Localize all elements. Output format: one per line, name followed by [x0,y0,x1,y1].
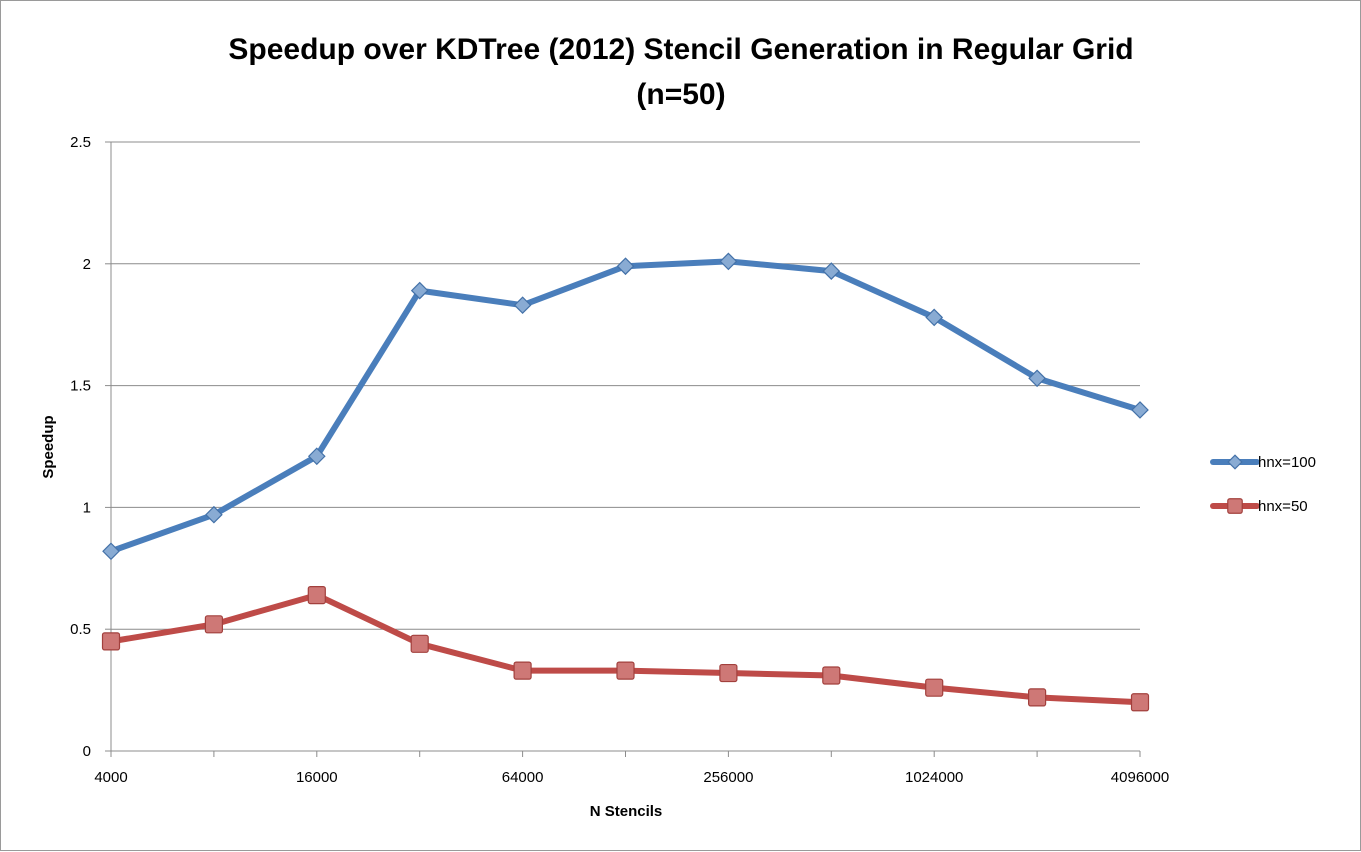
legend-item: hnx=100 [1210,454,1316,471]
y-tick-labels: 0 0.5 1 1.5 2 2.5 [70,134,91,760]
data-point [410,634,429,653]
data-point [719,663,738,683]
x-tick-label: 1024000 [905,769,963,786]
data-point [616,661,635,680]
gridlines [111,141,1140,630]
series-line [108,592,1143,706]
legend-label: hnx=50 [1258,498,1308,515]
legend-swatch-marker [1227,454,1243,470]
y-tick-label: 1.5 [70,378,91,395]
chart-title-line-2: (n=50) [636,78,725,111]
data-series [101,252,1150,712]
y-tick-label: 2.5 [70,134,91,151]
data-point [513,661,532,680]
data-point [1028,369,1046,388]
data-point [513,296,532,315]
data-point [102,542,120,561]
legend-swatch-marker [1227,498,1243,514]
data-point [822,262,841,280]
series-hnx=50 [101,585,1150,712]
data-point [101,632,121,651]
series-hnx=100 [102,252,1149,561]
x-tick-label: 16000 [296,769,338,786]
y-tick-label: 0.5 [70,621,91,638]
y-tick-label: 2 [83,256,91,273]
data-point [925,308,944,327]
x-tick-label: 64000 [502,769,544,786]
data-point [410,281,429,300]
legend: hnx=100 hnx=50 [1210,454,1316,515]
legend-item: hnx=50 [1210,498,1308,515]
data-point [1131,401,1149,419]
chart-title-line-1: Speedup over KDTree (2012) Stencil Gener… [228,33,1133,66]
data-point [925,678,944,697]
data-point [1027,688,1047,707]
data-point [205,505,223,524]
data-point [204,615,223,634]
x-tick-labels: 4000 16000 64000 256000 1024000 4096000 [94,769,1169,786]
chart-title: Speedup over KDTree (2012) Stencil Gener… [228,33,1133,111]
data-point [616,257,635,276]
y-axis-title: Speedup [40,415,57,478]
data-point [307,585,326,605]
data-point [822,666,841,685]
x-axis-title: N Stencils [590,803,663,820]
x-tick-label: 4000 [94,769,127,786]
y-tick-label: 0 [83,743,91,760]
x-tick-label: 256000 [703,769,753,786]
data-point [719,252,738,271]
data-point [1130,693,1150,712]
data-point [307,447,326,466]
legend-label: hnx=100 [1258,454,1316,471]
x-tick-label: 4096000 [1111,769,1169,786]
y-tick-label: 1 [83,499,91,516]
